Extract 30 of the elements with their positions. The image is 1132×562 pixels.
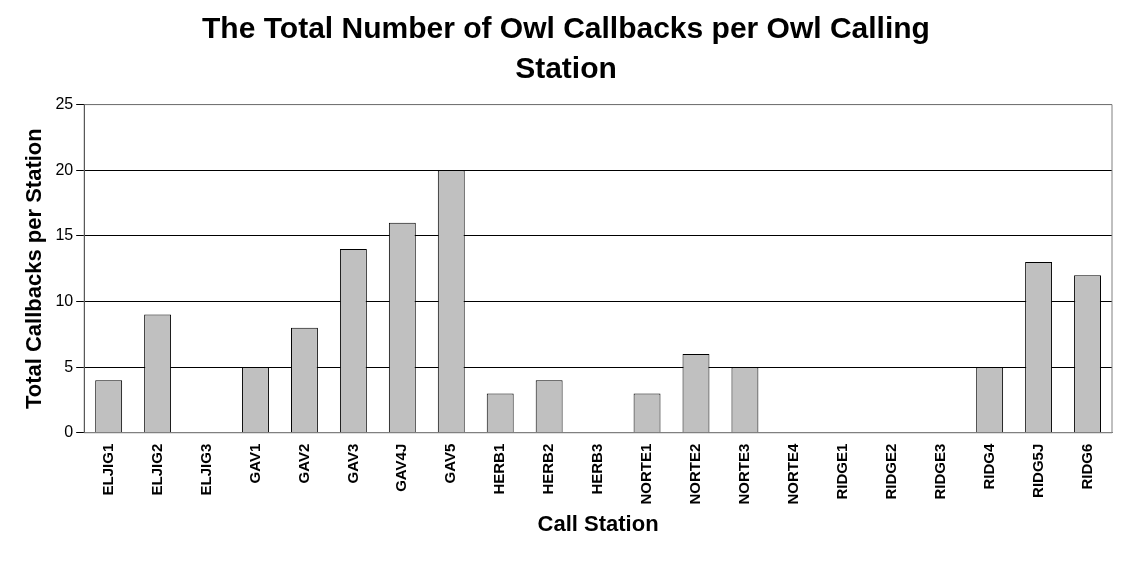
x-tick-label: NORTE3	[735, 443, 753, 505]
x-tick-label: ELJIG2	[147, 443, 165, 496]
y-tick-label: 5	[64, 357, 74, 375]
x-tick-label: RIDGE1	[832, 443, 850, 500]
y-tick-label: 25	[55, 95, 74, 113]
x-tick-label: NORTE2	[686, 443, 704, 505]
y-tick-label: 0	[64, 423, 74, 441]
x-tick-label: NORTE4	[784, 443, 802, 505]
y-tick-label: 15	[55, 226, 74, 244]
y-tick-label: 10	[55, 291, 74, 309]
x-tick-label: RIDGE2	[881, 443, 899, 500]
x-tick-label: GAV1	[245, 443, 263, 484]
y-tick-label: 20	[55, 160, 74, 178]
x-tick-label: RIDG5J	[1028, 443, 1046, 498]
x-tick-label: RIDG4	[979, 443, 997, 490]
x-tick-label: GAV2	[294, 443, 312, 484]
x-tick-label: ELJIG3	[196, 443, 214, 496]
x-tick-label: HERB1	[490, 443, 508, 495]
x-tick-label: ELJIG1	[98, 443, 116, 496]
x-tick-label: HERB2	[539, 443, 557, 495]
x-tick-label: GAV5	[441, 443, 459, 484]
x-tick-label: NORTE1	[637, 443, 655, 505]
x-tick-label: RIDG6	[1077, 443, 1095, 490]
x-tick-label: HERB3	[588, 443, 606, 495]
chart-title: The Total Number of Owl Callbacks per Owl Calling Station	[201, 10, 931, 86]
x-tick-label: RIDGE3	[930, 443, 948, 500]
x-tick-label: GAV4J	[392, 443, 410, 492]
y-axis-title: Total Callbacks per Station	[21, 128, 47, 410]
x-axis-title: Call Station	[537, 510, 659, 536]
x-tick-label: GAV3	[343, 443, 361, 484]
